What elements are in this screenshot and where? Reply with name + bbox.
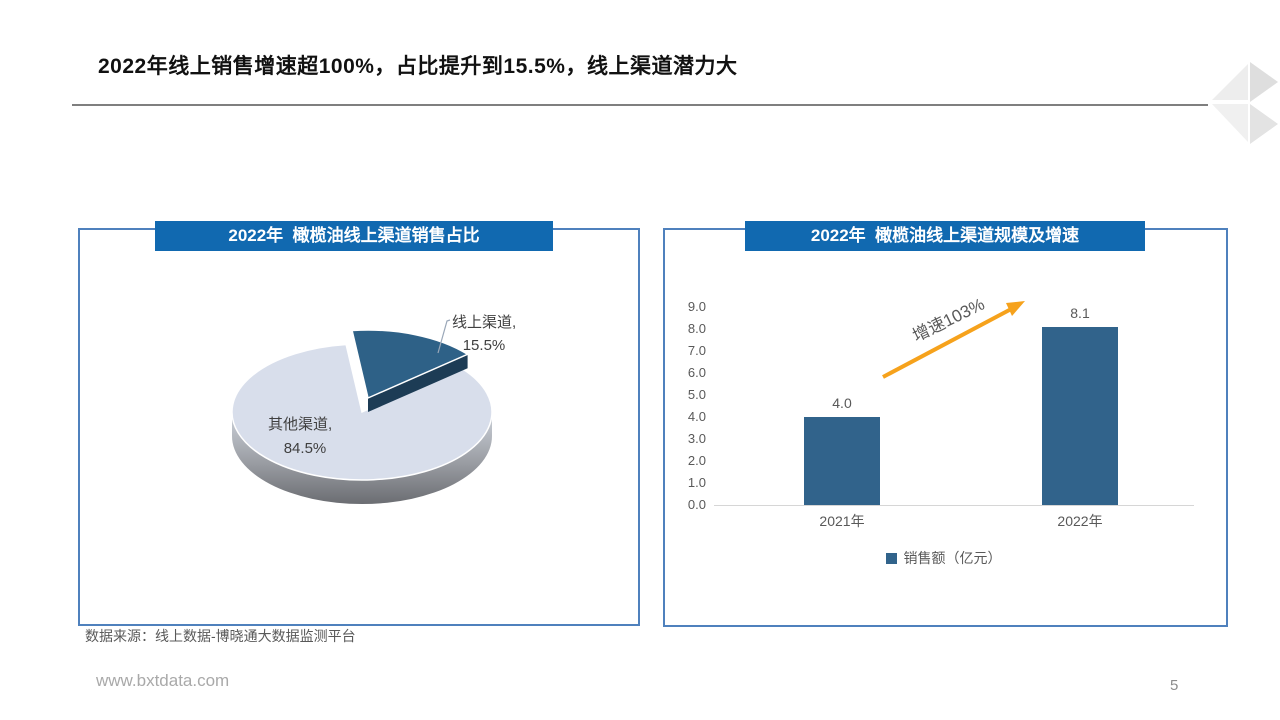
y-axis-tick: 8.0 <box>687 321 706 336</box>
pie-side-online <box>368 354 468 412</box>
bar <box>804 417 880 505</box>
page-number: 5 <box>1170 677 1179 694</box>
pie-side-other <box>232 412 492 504</box>
legend-swatch-icon <box>885 552 897 564</box>
bar-chart-card <box>663 228 1228 627</box>
y-axis-tick: 5.0 <box>687 387 706 402</box>
pie-slice-other <box>231 343 493 481</box>
logo-triangle <box>1212 104 1248 142</box>
y-axis-tick: 2.0 <box>687 453 706 468</box>
pie-label-other-name: 其他渠道, <box>268 416 332 433</box>
bar-value-label: 8.1 <box>1070 304 1090 321</box>
pie-callout-leader-line <box>437 319 451 354</box>
pie-label-online-name: 线上渠道, <box>452 314 516 331</box>
pie-chart: 线上渠道, 15.5% 其他渠道, 84.5% <box>231 314 516 504</box>
logo-triangle <box>1212 64 1248 100</box>
legend-label: 销售额（亿元） <box>903 550 1002 566</box>
x-axis-category-label: 2022年 <box>1057 513 1103 529</box>
growth-rate-label: 增速103% <box>910 295 988 346</box>
x-axis-category-label: 2021年 <box>819 513 865 529</box>
page-title: 2022年线上销售增速超100%，占比提升到15.5%，线上渠道潜力大 <box>98 55 738 78</box>
title-divider <box>72 104 1208 106</box>
bar <box>1042 326 1118 505</box>
y-axis-tick: 4.0 <box>687 409 706 424</box>
footer-url: www.bxtdata.com <box>96 671 230 690</box>
y-axis-tick: 6.0 <box>687 365 706 380</box>
growth-annotation: 增速103% <box>882 295 1025 379</box>
bar-chart-x-axis <box>714 505 1194 506</box>
y-axis-tick: 1.0 <box>687 475 706 490</box>
pie-label-online-value: 15.5% <box>463 337 506 354</box>
growth-arrow-icon <box>882 305 1016 379</box>
growth-arrowhead-icon <box>1006 301 1025 316</box>
y-axis-tick: 3.0 <box>687 431 706 446</box>
logo-triangle <box>1250 104 1278 144</box>
pie-label-other-value: 84.5% <box>284 440 327 457</box>
data-source-note: 数据来源：线上数据-博晓通大数据监测平台 <box>85 628 356 644</box>
bar-chart-title: 2022年 橄榄油线上渠道规模及增速 <box>745 221 1145 251</box>
y-axis-tick: 0.0 <box>687 497 706 512</box>
pinwheel-logo <box>1212 62 1278 144</box>
y-axis-tick: 9.0 <box>687 299 706 314</box>
pie-slice-online <box>351 329 470 400</box>
bar-chart-legend: 销售额（亿元） <box>663 548 1224 568</box>
logo-triangle <box>1250 62 1278 102</box>
bar-value-label: 4.0 <box>832 395 852 411</box>
y-axis-tick: 7.0 <box>687 343 706 358</box>
pie-chart-title: 2022年 橄榄油线上渠道销售占比 <box>155 221 553 251</box>
